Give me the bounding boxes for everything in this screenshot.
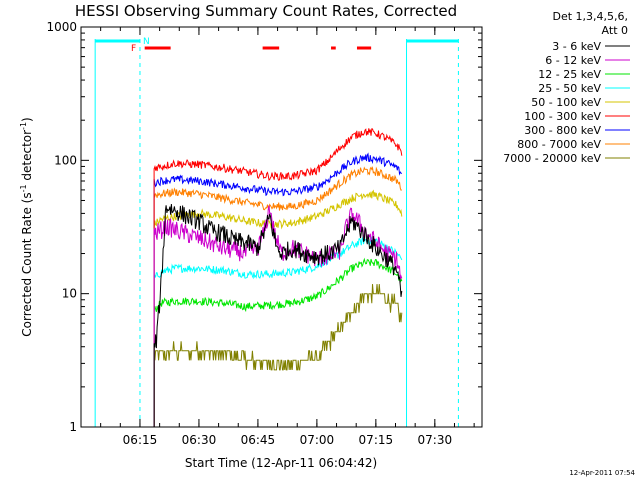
series-layer (153, 128, 403, 427)
legend-item-4: 50 - 100 keV (531, 96, 601, 109)
y-tick-label-0: 1 (69, 420, 77, 434)
y-axis-label-mid: detector (20, 130, 34, 185)
series-line-1 (153, 205, 403, 427)
legend-item-2: 12 - 25 keV (538, 68, 601, 81)
series-line-6 (153, 152, 403, 427)
series-line-8 (153, 284, 403, 427)
x-tick-label-4: 07:15 (359, 433, 394, 447)
flag-label-f: F (131, 44, 136, 54)
y-tick-label-3: 1000 (46, 20, 77, 34)
x-tick-label-2: 06:45 (241, 433, 276, 447)
flag-label-n: N (143, 37, 150, 47)
series-line-0 (153, 203, 403, 427)
y-axis-label-end: ) (20, 117, 34, 122)
plot-frame (80, 26, 483, 428)
series-line-7 (153, 166, 402, 427)
overlay-layer: FN (94, 37, 459, 427)
legend-header-line1: Det 1,3,4,5,6, (552, 10, 628, 23)
timestamp: 12-Apr-2011 07:54 (569, 469, 635, 477)
y-axis-label: Corrected Count Rate (s-1 detector-1) (19, 117, 34, 336)
y-axis-label-sup2: -1 (19, 122, 28, 130)
chart-title: HESSI Observing Summary Count Rates, Cor… (75, 2, 457, 20)
legend-item-7: 800 - 7000 keV (517, 138, 601, 151)
legend-item-1: 6 - 12 keV (545, 54, 601, 67)
legend-item-5: 100 - 300 keV (524, 110, 601, 123)
series-line-2 (153, 257, 403, 427)
x-tick-label-5: 07:30 (418, 433, 453, 447)
series-line-5 (153, 128, 403, 427)
legend-item-8: 7000 - 20000 keV (503, 152, 601, 165)
legend-item-3: 25 - 50 keV (538, 82, 601, 95)
y-tick-label-1: 10 (62, 287, 77, 301)
x-axis-label: Start Time (12-Apr-11 06:04:42) (185, 456, 377, 470)
ticks-layer: 06:15 06:30 06:45 07:00 07:15 07:30 1 10 100 1000 (46, 20, 482, 447)
legend-header-line2: Att 0 (602, 24, 628, 37)
x-tick-label-3: 07:00 (300, 433, 335, 447)
legend-item-0: 3 - 6 keV (552, 40, 601, 53)
y-axis-label-main: Corrected Count Rate (s (20, 192, 34, 336)
y-tick-label-2: 100 (54, 153, 77, 167)
series-line-3 (153, 236, 403, 427)
legend-item-6: 300 - 800 keV (524, 124, 601, 137)
y-axis-label-sup1: -1 (19, 184, 28, 192)
x-tick-label-0: 06:15 (123, 433, 158, 447)
x-tick-label-1: 06:30 (182, 433, 217, 447)
